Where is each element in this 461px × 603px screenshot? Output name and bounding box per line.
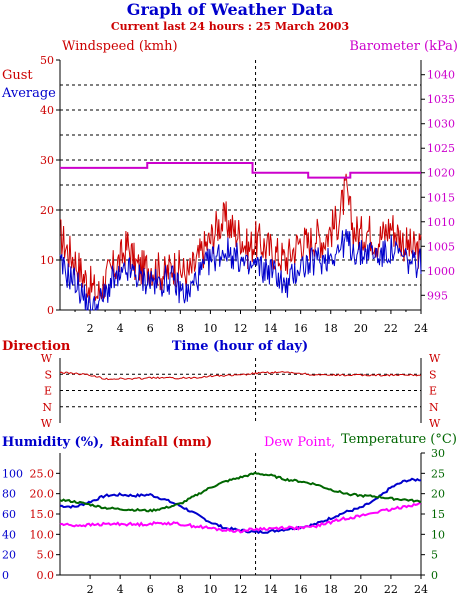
dewpoint-series-line (59, 502, 422, 534)
legend-gust: Gust (2, 68, 33, 83)
direction-left-label: S (44, 368, 52, 381)
time-x-tick-label: 8 (177, 322, 184, 335)
direction-left-label: W (41, 352, 53, 365)
direction-series-line (59, 371, 422, 381)
humidity-x-tick-label: 24 (414, 583, 428, 596)
direction-right-label: W (429, 352, 441, 365)
barometer-y-tick-label: 1025 (427, 142, 455, 155)
windspeed-axis-label: Windspeed (kmh) (62, 39, 178, 54)
time-x-tick-label: 2 (87, 322, 94, 335)
temperature-y-tick-label: 15 (431, 508, 445, 521)
legend-humidity: Humidity (%), (2, 435, 104, 450)
temperature-y-tick-label: 10 (431, 528, 445, 541)
time-x-tick-label: 14 (264, 322, 278, 335)
humidity-y-tick-label: 0 (2, 569, 9, 582)
direction-axis-label: Direction (2, 339, 71, 354)
wind-y-tick-label: 20 (40, 204, 54, 217)
temperature-y-tick-label: 5 (431, 549, 438, 562)
direction-left-label: W (41, 417, 53, 430)
humidity-x-tick-label: 6 (147, 583, 154, 596)
temperature-y-tick-label: 20 (431, 488, 445, 501)
time-x-tick-label: 4 (117, 322, 124, 335)
average-series-line (59, 229, 422, 311)
chart-subtitle: Current last 24 hours : 25 March 2003 (111, 20, 349, 33)
humidity-y-tick-label: 40 (2, 528, 16, 541)
humidity-x-tick-label: 20 (354, 583, 368, 596)
humidity-x-tick-label: 18 (324, 583, 338, 596)
barometer-y-tick-label: 1035 (427, 93, 455, 106)
wind-y-tick-label: 40 (40, 104, 54, 117)
barometer-y-tick-label: 1040 (427, 69, 455, 82)
humidity-series-line (59, 477, 422, 535)
barometer-y-tick-label: 1010 (427, 216, 455, 229)
humidity-x-tick-label: 2 (87, 583, 94, 596)
direction-right-label: E (429, 385, 437, 398)
direction-left-label: N (42, 401, 52, 414)
rainfall-y-tick-label: 0.0 (37, 569, 55, 582)
humidity-x-tick-label: 10 (203, 583, 217, 596)
humidity-x-tick-label: 14 (264, 583, 278, 596)
time-x-tick-label: 20 (354, 322, 368, 335)
temperature-y-tick-label: 30 (431, 447, 445, 460)
time-x-tick-label: 6 (147, 322, 154, 335)
direction-left-label: E (44, 385, 52, 398)
wind-y-tick-label: 10 (40, 254, 54, 267)
humidity-y-tick-label: 60 (2, 508, 16, 521)
wind-y-tick-label: 50 (40, 54, 54, 67)
time-x-tick-label: 18 (324, 322, 338, 335)
gust-series-line (59, 173, 422, 304)
temperature-series-line (59, 471, 422, 513)
barometer-y-tick-label: 1000 (427, 265, 455, 278)
time-x-tick-label: 12 (234, 322, 248, 335)
time-x-tick-label: 10 (203, 322, 217, 335)
legend-average: Average (1, 86, 56, 101)
rainfall-y-tick-label: 20.0 (30, 488, 55, 501)
humidity-x-tick-label: 22 (384, 583, 398, 596)
humidity-y-tick-label: 80 (2, 488, 16, 501)
barometer-y-tick-label: 1020 (427, 167, 455, 180)
temperature-y-tick-label: 25 (431, 467, 445, 480)
time-x-tick-label: 22 (384, 322, 398, 335)
legend-rainfall: Rainfall (mm) (110, 435, 212, 450)
direction-right-label: W (429, 417, 441, 430)
humidity-y-tick-label: 100 (2, 467, 23, 480)
wind-y-tick-label: 30 (40, 154, 54, 167)
humidity-y-tick-label: 20 (2, 549, 16, 562)
rainfall-y-tick-label: 15.0 (30, 508, 55, 521)
temperature-y-tick-label: 0 (431, 569, 438, 582)
time-axis-label: Time (hour of day) (172, 339, 308, 354)
barometer-y-tick-label: 1015 (427, 191, 455, 204)
humidity-x-tick-label: 4 (117, 583, 124, 596)
direction-right-label: N (429, 401, 439, 414)
time-x-tick-label: 16 (294, 322, 308, 335)
legend-dewpoint: Dew Point, (264, 435, 335, 450)
rainfall-y-tick-label: 5.0 (37, 549, 55, 562)
rainfall-y-tick-label: 10.0 (30, 528, 55, 541)
humidity-x-tick-label: 12 (234, 583, 248, 596)
direction-right-label: S (429, 368, 437, 381)
barometer-series-line (60, 161, 421, 179)
time-x-tick-label: 24 (414, 322, 428, 335)
barometer-y-tick-label: 1005 (427, 240, 455, 253)
humidity-x-tick-label: 16 (294, 583, 308, 596)
barometer-y-tick-label: 995 (427, 289, 448, 302)
rainfall-y-tick-label: 25.0 (30, 467, 55, 480)
barometer-axis-label: Barometer (kPa) (349, 39, 458, 54)
barometer-y-tick-label: 1030 (427, 118, 455, 131)
legend-temperature: Temperature (°C) (341, 432, 457, 447)
chart-title: Graph of Weather Data (127, 0, 333, 19)
humidity-x-tick-label: 8 (177, 583, 184, 596)
wind-y-tick-label: 0 (47, 304, 54, 317)
